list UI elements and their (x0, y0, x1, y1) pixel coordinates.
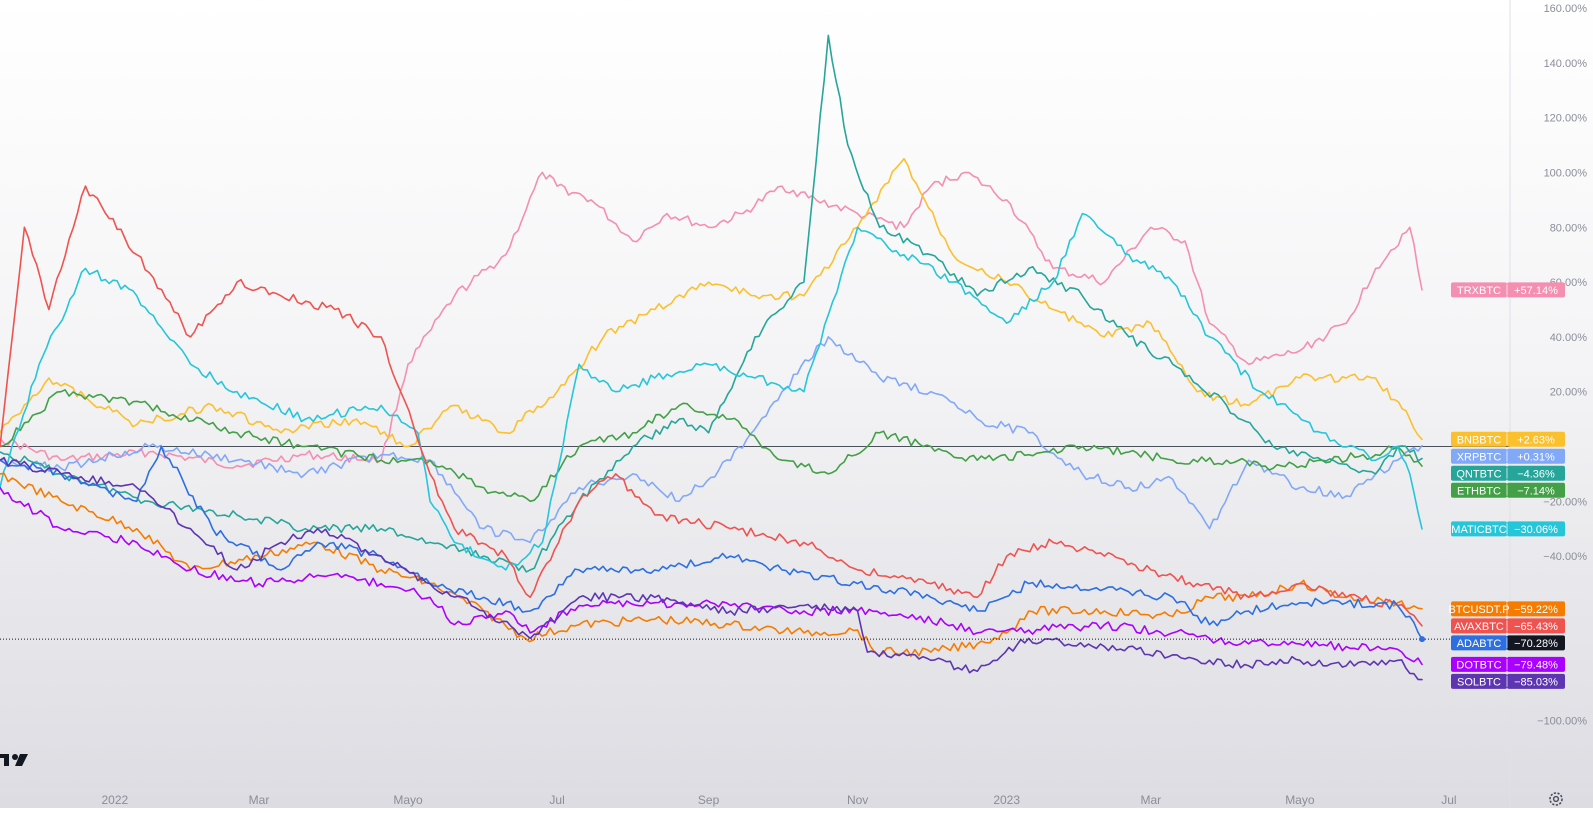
tag-name-bg (1451, 618, 1507, 634)
tag-series-value: +57.14% (1514, 285, 1558, 297)
tag-name-bg (1451, 635, 1507, 651)
series-tag-maticbtc: MATICBTC −30.06% (1451, 521, 1565, 537)
x-tick-label: Mayo (1285, 793, 1315, 807)
x-tick-label: Mar (1140, 793, 1161, 807)
tag-value-bg (1507, 282, 1565, 298)
series-tag-qntbtc: QNTBTC −4.36% (1451, 465, 1565, 481)
price-scale[interactable]: 160.00%140.00%120.00%100.00%80.00%60.00%… (1537, 3, 1587, 728)
tag-series-name: TRXBTC (1457, 285, 1501, 297)
tag-series-value: −4.36% (1517, 468, 1555, 480)
tradingview-logo-icon[interactable] (0, 754, 28, 766)
series-tags: TRXBTC +57.14% BNBBTC +2.63% XRPBTC +0.31% QNT… (1448, 282, 1565, 689)
tag-value-bg (1507, 618, 1565, 634)
tag-series-name: ADABTC (1457, 638, 1502, 650)
series-tag-bnbbtc: BNBBTC +2.63% (1451, 431, 1565, 447)
series-tag-dotbtc: DOTBTC −79.48% (1451, 656, 1565, 672)
x-tick-label: 2023 (993, 793, 1020, 807)
series-line-adabtc[interactable] (0, 445, 1423, 640)
y-tick-label: 120.00% (1544, 113, 1588, 125)
series-tag-xrpbtc: XRPBTC +0.31% (1451, 448, 1565, 464)
y-tick-label: −20.00% (1543, 496, 1587, 508)
tag-value-bg (1507, 601, 1565, 617)
series-tag-adabtc: ADABTC −70.28% (1451, 635, 1565, 651)
x-tick-label: Mayo (393, 793, 423, 807)
tag-series-value: −59.22% (1514, 604, 1558, 616)
tag-series-name: AVAXBTC (1454, 621, 1504, 633)
tag-series-name: XRPBTC (1457, 451, 1502, 463)
y-tick-label: −100.00% (1537, 716, 1587, 728)
tag-name-bg (1451, 448, 1507, 464)
tag-series-value: +2.63% (1517, 434, 1555, 446)
tag-value-bg (1507, 431, 1565, 447)
series-line-qntbtc[interactable] (0, 34, 1423, 573)
x-tick-label: Nov (847, 793, 868, 807)
tag-name-bg (1451, 465, 1507, 481)
x-tick-label: 2022 (101, 793, 128, 807)
series-line-xrpbtc[interactable] (0, 336, 1423, 544)
y-tick-label: 20.00% (1550, 387, 1588, 399)
tag-series-value: +0.31% (1517, 451, 1555, 463)
series-line-maticbtc[interactable] (0, 212, 1423, 571)
y-tick-label: 160.00% (1544, 3, 1588, 15)
time-scale[interactable]: 2022 Mar Mayo Jul Sep Nov 2023 Mar Mayo Jul (101, 793, 1456, 807)
y-tick-label: −40.00% (1543, 551, 1587, 563)
series-line-dotbtc[interactable] (0, 486, 1423, 666)
tag-series-value: −85.03% (1514, 676, 1558, 688)
tag-series-name: ETHBTC (1457, 485, 1501, 497)
x-tick-label: Sep (698, 793, 720, 807)
tag-name-bg (1451, 601, 1507, 617)
tag-series-value: −30.06% (1514, 524, 1558, 536)
tag-series-name: SOLBTC (1457, 676, 1501, 688)
series-line-avaxbtc[interactable] (0, 185, 1423, 627)
x-tick-label: Jul (1441, 793, 1456, 807)
tag-value-bg (1507, 635, 1565, 651)
tag-series-value: −65.43% (1514, 621, 1558, 633)
tag-series-name: DOTBTC (1456, 659, 1501, 671)
last-value-dot (1419, 636, 1426, 643)
y-tick-label: 40.00% (1550, 332, 1588, 344)
series-tag-trxbtc: TRXBTC +57.14% (1451, 282, 1565, 298)
tag-series-value: −79.48% (1514, 659, 1558, 671)
settings-gear-icon[interactable] (1549, 792, 1563, 806)
tag-name-bg (1451, 673, 1507, 689)
series-line-bnbbtc[interactable] (0, 157, 1423, 448)
tag-series-value: −7.14% (1517, 485, 1555, 497)
tag-value-bg (1507, 673, 1565, 689)
series-line-trxbtc[interactable] (0, 171, 1423, 469)
y-tick-label: 140.00% (1544, 58, 1588, 70)
series-tag-avaxbtc: AVAXBTC −65.43% (1451, 618, 1565, 634)
tag-series-name: QNTBTC (1456, 468, 1501, 480)
series-line-solbtc[interactable] (0, 456, 1423, 681)
tag-value-bg (1507, 448, 1565, 464)
series-tag-btcusdt-p: BTCUSDT.P −59.22% (1448, 601, 1565, 617)
series-line-btcusdt-p[interactable] (0, 472, 1423, 657)
tag-name-bg (1451, 521, 1507, 537)
tag-name-bg (1451, 282, 1507, 298)
series-tag-solbtc: SOLBTC −85.03% (1451, 673, 1565, 689)
tag-series-value: −70.28% (1514, 638, 1558, 650)
tag-value-bg (1507, 465, 1565, 481)
tag-value-bg (1507, 482, 1565, 498)
tag-value-bg (1507, 656, 1565, 672)
tag-name-bg (1451, 656, 1507, 672)
tag-series-name: MATICBTC (1451, 524, 1506, 536)
y-tick-label: 80.00% (1550, 222, 1588, 234)
x-tick-label: Jul (549, 793, 564, 807)
tag-series-name: BTCUSDT.P (1448, 604, 1509, 616)
tag-value-bg (1507, 521, 1565, 537)
series-tag-ethbtc: ETHBTC −7.14% (1451, 482, 1565, 498)
tag-series-name: BNBBTC (1457, 434, 1502, 446)
tag-name-bg (1451, 482, 1507, 498)
plot-area[interactable] (0, 34, 1510, 681)
series-line-ethbtc[interactable] (0, 389, 1423, 503)
y-tick-label: 100.00% (1544, 167, 1588, 179)
x-tick-label: Mar (249, 793, 270, 807)
tag-name-bg (1451, 431, 1507, 447)
